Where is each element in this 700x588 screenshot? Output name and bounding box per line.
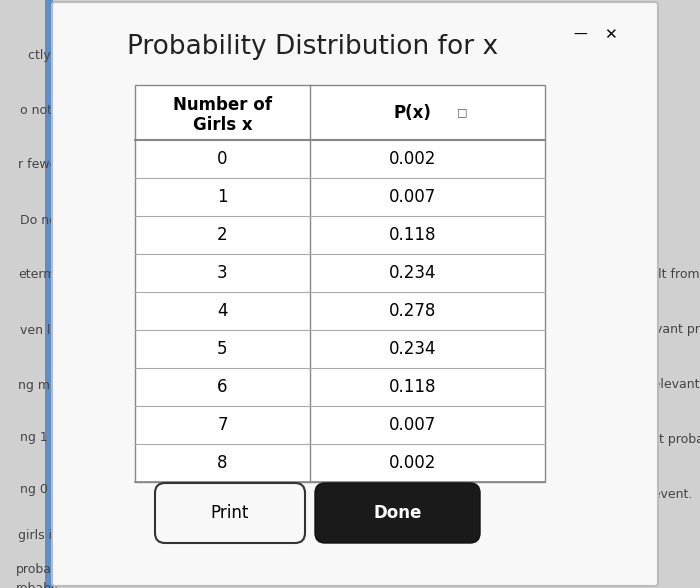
Text: Print: Print xyxy=(211,504,249,522)
Text: r fewe: r fewe xyxy=(18,159,57,172)
Text: ng 0 g: ng 0 g xyxy=(20,483,60,496)
FancyBboxPatch shape xyxy=(52,2,658,586)
Text: elevant pr: elevant pr xyxy=(636,323,700,336)
Text: □: □ xyxy=(457,108,468,118)
Text: P(x): P(x) xyxy=(393,103,431,122)
Text: 0.234: 0.234 xyxy=(389,264,436,282)
Text: 0.118: 0.118 xyxy=(389,378,436,396)
Bar xyxy=(135,85,545,482)
Text: 1: 1 xyxy=(217,188,228,206)
Text: 6: 6 xyxy=(217,378,228,396)
Text: ctly 1: ctly 1 xyxy=(28,48,62,62)
Text: probab: probab xyxy=(16,563,60,576)
Text: ng mo: ng mo xyxy=(18,379,57,392)
Text: eterm: eterm xyxy=(18,269,55,282)
Text: 0.002: 0.002 xyxy=(389,150,436,168)
Text: girls i: girls i xyxy=(18,529,52,542)
Text: 0.007: 0.007 xyxy=(389,188,436,206)
Text: 0.234: 0.234 xyxy=(389,340,436,358)
Text: esult from: esult from xyxy=(636,269,699,282)
Text: 0: 0 xyxy=(217,150,228,168)
Text: ven lov: ven lov xyxy=(20,323,66,336)
Text: Girls x: Girls x xyxy=(193,116,252,134)
Text: ✕: ✕ xyxy=(603,28,617,42)
Text: 0.007: 0.007 xyxy=(389,416,436,434)
Text: Probability Distribution for x: Probability Distribution for x xyxy=(127,34,498,60)
Text: 2: 2 xyxy=(217,226,228,244)
Text: e relevant: e relevant xyxy=(636,379,699,392)
Text: 0.278: 0.278 xyxy=(389,302,436,320)
FancyBboxPatch shape xyxy=(155,483,305,543)
Text: Done: Done xyxy=(373,504,421,522)
Bar xyxy=(45,0,53,588)
Text: robabil: robabil xyxy=(16,582,59,588)
Text: 5: 5 xyxy=(217,340,228,358)
Text: 8: 8 xyxy=(217,454,228,472)
Text: 0.118: 0.118 xyxy=(389,226,436,244)
Text: Do not: Do not xyxy=(20,213,62,226)
Text: Number of: Number of xyxy=(173,96,272,114)
Text: nt event.: nt event. xyxy=(636,489,692,502)
FancyBboxPatch shape xyxy=(315,483,480,543)
Text: 0.002: 0.002 xyxy=(389,454,436,472)
Text: 7: 7 xyxy=(217,416,228,434)
Text: 4: 4 xyxy=(217,302,228,320)
Text: o not: o not xyxy=(20,103,52,116)
Text: ng 1 g: ng 1 g xyxy=(20,432,60,445)
Text: —: — xyxy=(573,28,587,42)
Text: 3: 3 xyxy=(217,264,228,282)
Text: vant proba: vant proba xyxy=(636,433,700,446)
